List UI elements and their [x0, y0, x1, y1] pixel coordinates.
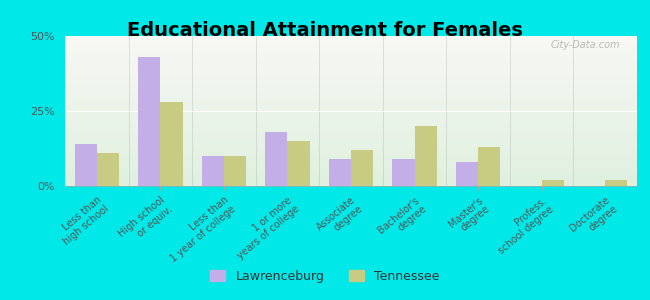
- Text: Educational Attainment for Females: Educational Attainment for Females: [127, 21, 523, 40]
- Bar: [138, 57, 161, 186]
- Legend: Lawrenceburg, Tennessee: Lawrenceburg, Tennessee: [205, 265, 445, 288]
- Bar: [478, 147, 500, 186]
- Bar: [605, 180, 627, 186]
- Bar: [415, 126, 437, 186]
- Text: City-Data.com: City-Data.com: [550, 40, 620, 50]
- Bar: [351, 150, 373, 186]
- Bar: [541, 180, 564, 186]
- Bar: [329, 159, 351, 186]
- Bar: [97, 153, 119, 186]
- Bar: [393, 159, 415, 186]
- Bar: [287, 141, 309, 186]
- Bar: [224, 156, 246, 186]
- Bar: [75, 144, 97, 186]
- Bar: [161, 102, 183, 186]
- Bar: [265, 132, 287, 186]
- Bar: [202, 156, 224, 186]
- Bar: [456, 162, 478, 186]
